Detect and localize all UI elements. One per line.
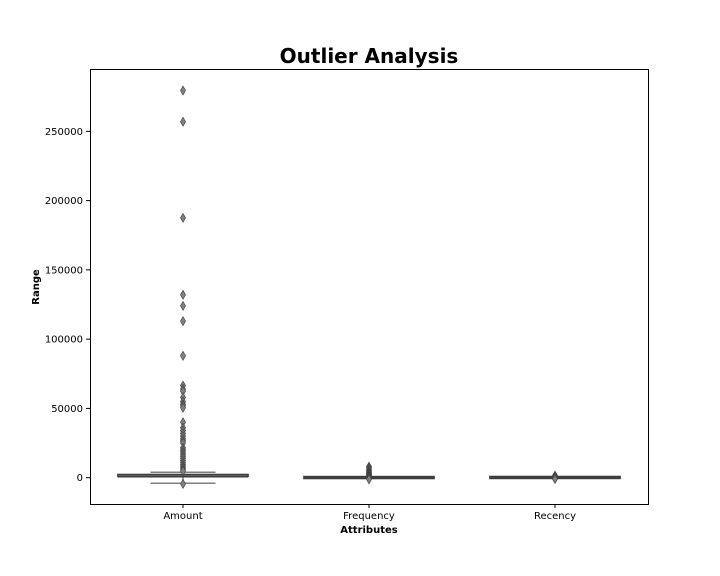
x-axis: Amount Frequency Recency xyxy=(163,504,576,522)
outlier-point xyxy=(180,402,186,413)
outlier-point xyxy=(180,316,186,327)
x-tick-label: Frequency xyxy=(343,511,395,522)
y-axis-title: Range xyxy=(31,269,42,305)
outlier-point xyxy=(180,116,186,127)
y-tick-label: 200000 xyxy=(45,196,83,207)
y-tick-label: 250000 xyxy=(45,127,83,138)
outlier-point xyxy=(180,465,186,477)
outlier-point xyxy=(180,478,186,490)
outlier-point xyxy=(366,474,372,485)
outlier-point xyxy=(180,85,186,96)
y-axis: 0 50000 100000 150000 200000 250000 xyxy=(45,127,90,484)
box-group xyxy=(489,470,621,485)
x-tick-label: Amount xyxy=(163,511,202,522)
box-group xyxy=(303,461,435,485)
outlier-point xyxy=(180,289,186,300)
x-tick-label: Recency xyxy=(534,511,576,522)
x-axis-title: Attributes xyxy=(340,525,397,536)
y-tick-label: 100000 xyxy=(45,335,83,346)
chart-title: Outlier Analysis xyxy=(280,44,459,68)
outlier-point xyxy=(180,212,186,224)
box-group xyxy=(117,85,249,490)
outlier-point xyxy=(552,473,558,485)
y-tick-label: 50000 xyxy=(51,404,83,415)
outlier-point xyxy=(180,350,186,361)
y-tick-label: 0 xyxy=(77,473,83,484)
plot-area xyxy=(117,85,621,490)
y-tick-label: 150000 xyxy=(45,265,83,276)
outlier-point xyxy=(180,300,186,311)
